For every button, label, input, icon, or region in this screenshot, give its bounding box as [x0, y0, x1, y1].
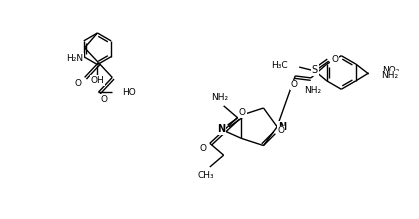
- Text: NH₂: NH₂: [382, 71, 398, 80]
- Text: O: O: [218, 125, 225, 134]
- Text: NH₂: NH₂: [211, 94, 228, 102]
- Text: O: O: [239, 108, 246, 117]
- Text: O: O: [101, 95, 108, 104]
- Text: O: O: [291, 80, 297, 89]
- Text: HO: HO: [122, 88, 136, 97]
- Text: O: O: [199, 144, 207, 153]
- Text: OH: OH: [91, 76, 104, 85]
- Text: O: O: [74, 79, 81, 88]
- Text: NH₂: NH₂: [304, 86, 321, 95]
- Text: S: S: [312, 65, 318, 75]
- Text: CH₃: CH₃: [197, 171, 214, 180]
- Text: H₃C: H₃C: [271, 61, 287, 70]
- Text: NO₂: NO₂: [383, 67, 400, 76]
- Text: N: N: [217, 124, 226, 134]
- Text: O: O: [331, 55, 338, 64]
- Text: N: N: [278, 122, 286, 132]
- Text: O: O: [278, 126, 285, 135]
- Text: H₂N: H₂N: [67, 54, 84, 63]
